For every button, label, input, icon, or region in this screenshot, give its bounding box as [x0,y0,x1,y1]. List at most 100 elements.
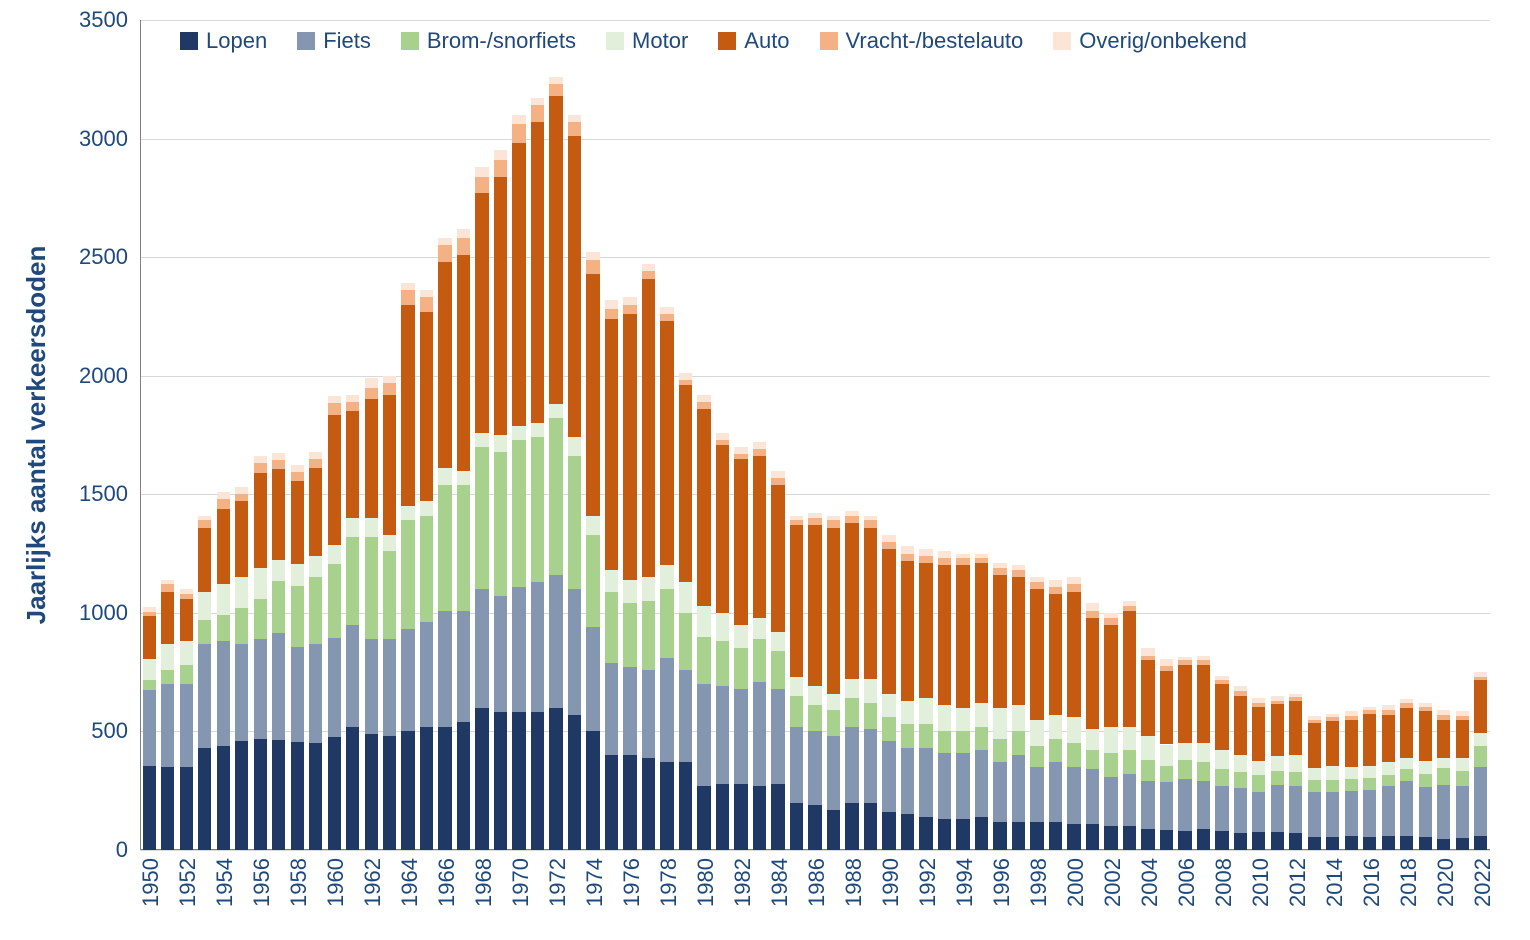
bar-segment [845,516,858,523]
bar-segment [753,682,766,786]
bar-segment [1308,723,1321,768]
bar-segment [549,418,562,575]
bar-segment [291,647,304,742]
bar [586,252,599,850]
bar-segment [272,453,285,460]
bar-segment [180,599,193,642]
bar-segment [1123,601,1136,606]
bar-segment [1363,790,1376,837]
bar-segment [660,658,673,762]
bar-segment [790,677,803,696]
bar [1160,659,1173,850]
bar-segment [365,639,378,734]
bar [734,447,747,850]
bar-segment [1215,676,1228,681]
bar-segment [956,753,969,819]
bar-segment [605,319,618,570]
bar-segment [291,472,304,481]
bar-segment [679,373,692,380]
bar-segment [1160,782,1173,829]
bar [235,487,248,850]
bar-segment [1049,580,1062,587]
bar-segment [753,456,766,617]
bar-segment [642,601,655,670]
bar-segment [1326,766,1339,780]
bar-segment [1086,750,1099,769]
bar-segment [1382,836,1395,850]
bar-segment [1104,618,1117,625]
bar-segment [753,639,766,682]
bar-segment [254,463,267,472]
x-tick-label: 1952 [175,858,201,907]
bar-segment [1104,826,1117,850]
bar-segment [790,727,803,803]
bar-segment [919,724,932,748]
bar [217,492,230,850]
bar-segment [993,708,1006,739]
bar-segment [531,712,544,850]
bar-segment [1400,836,1413,850]
bar-segment [956,731,969,752]
bar-segment [1160,745,1173,766]
bar-segment [679,670,692,762]
bar-segment [1382,786,1395,836]
bar [291,465,304,850]
x-tick-label: 1966 [434,858,460,907]
bar-segment [217,615,230,641]
bar-segment [771,784,784,850]
bar-segment [1400,708,1413,758]
bar-segment [1363,714,1376,766]
bar-segment [1215,786,1228,831]
bar-segment [365,378,378,387]
bar [605,300,618,850]
bar-segment [1474,836,1487,850]
x-tick-label: 1996 [989,858,1015,907]
bar-segment [1234,686,1247,691]
bar-segment [401,520,414,629]
x-tick-label: 1968 [471,858,497,907]
bar-segment [365,518,378,537]
bar-segment [1289,833,1302,850]
bar-segment [1178,831,1191,850]
bar-segment [660,314,673,321]
bar-segment [919,549,932,556]
bar-segment [143,680,156,689]
bar-segment [549,77,562,84]
bar-segment [938,565,951,705]
bar-segment [1252,792,1265,832]
bar-segment [328,396,341,403]
bar-segment [457,255,470,471]
chart-container: LopenFietsBrom-/snorfietsMotorAutoVracht… [0,0,1530,940]
bar-segment [1178,657,1191,661]
bar-segment [734,625,747,649]
bar-segment [549,404,562,418]
bar-segment [1067,717,1080,743]
bar-segment [642,670,655,758]
bar-segment [716,641,729,686]
bar-segment [734,454,747,459]
bar-segment [827,736,840,810]
y-tick-label: 0 [68,837,128,863]
bar-segment [790,520,803,525]
bar-segment [1197,743,1210,762]
bar-segment [1474,767,1487,836]
bar-segment [383,551,396,639]
bar [827,516,840,850]
bar-segment [309,556,322,577]
bar-segment [1234,772,1247,789]
bar-segment [642,577,655,601]
bar-segment [1419,703,1432,707]
bar-segment [1049,762,1062,821]
bar-segment [291,481,304,564]
bar-segment [864,679,877,703]
bar-segment [882,542,895,549]
bar-segment [975,558,988,563]
bar-segment [938,705,951,731]
bar-segment [438,238,451,245]
y-axis-label: Jaarlijks aantal verkeersdoden [21,246,52,625]
bar-segment [1049,739,1062,763]
bar-segment [531,437,544,582]
bar-segment [217,499,230,508]
bar-segment [1326,717,1339,721]
bar-segment [975,817,988,850]
